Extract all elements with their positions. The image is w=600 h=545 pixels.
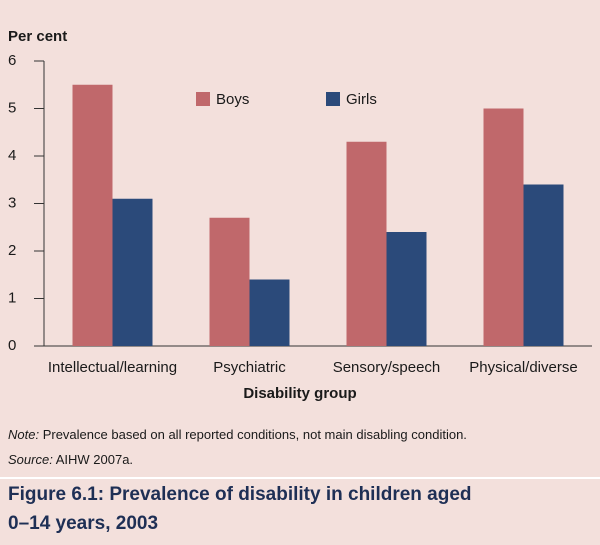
note-text: Prevalence based on all reported conditi… bbox=[43, 427, 467, 442]
bar bbox=[386, 232, 427, 346]
x-tick-label: Physical/diverse bbox=[469, 359, 577, 376]
x-tick-label: Sensory/speech bbox=[333, 359, 441, 376]
y-tick-label: 3 bbox=[8, 194, 16, 211]
y-tick-label: 2 bbox=[8, 242, 16, 259]
bar bbox=[112, 198, 153, 346]
bar bbox=[483, 108, 524, 346]
x-tick-label: Psychiatric bbox=[213, 359, 286, 376]
legend-label: Boys bbox=[216, 91, 249, 108]
legend-swatch bbox=[326, 92, 340, 106]
bar bbox=[209, 217, 250, 346]
bar bbox=[346, 141, 387, 346]
y-tick-label: 6 bbox=[8, 52, 16, 69]
source-label: Source: bbox=[8, 452, 53, 467]
bar bbox=[249, 279, 290, 346]
legend-label: Girls bbox=[346, 91, 377, 108]
y-tick-label: 5 bbox=[8, 99, 16, 116]
x-axis-title: Disability group bbox=[243, 385, 356, 402]
bar bbox=[523, 184, 564, 346]
y-tick-label: 1 bbox=[8, 289, 16, 306]
x-tick-label: Intellectual/learning bbox=[48, 359, 177, 376]
bar bbox=[72, 84, 113, 346]
figure-title: Figure 6.1: Prevalence of disability in … bbox=[8, 484, 472, 505]
note-label: Note: bbox=[8, 427, 39, 442]
figure-title: 0–14 years, 2003 bbox=[8, 513, 158, 534]
source: Source: AIHW 2007a. bbox=[8, 452, 133, 467]
y-tick-label: 4 bbox=[8, 147, 16, 164]
y-axis-title: Per cent bbox=[8, 28, 67, 45]
legend-swatch bbox=[196, 92, 210, 106]
source-text: AIHW 2007a. bbox=[56, 452, 133, 467]
note: Note: Prevalence based on all reported c… bbox=[8, 427, 467, 442]
y-tick-label: 0 bbox=[8, 337, 16, 354]
